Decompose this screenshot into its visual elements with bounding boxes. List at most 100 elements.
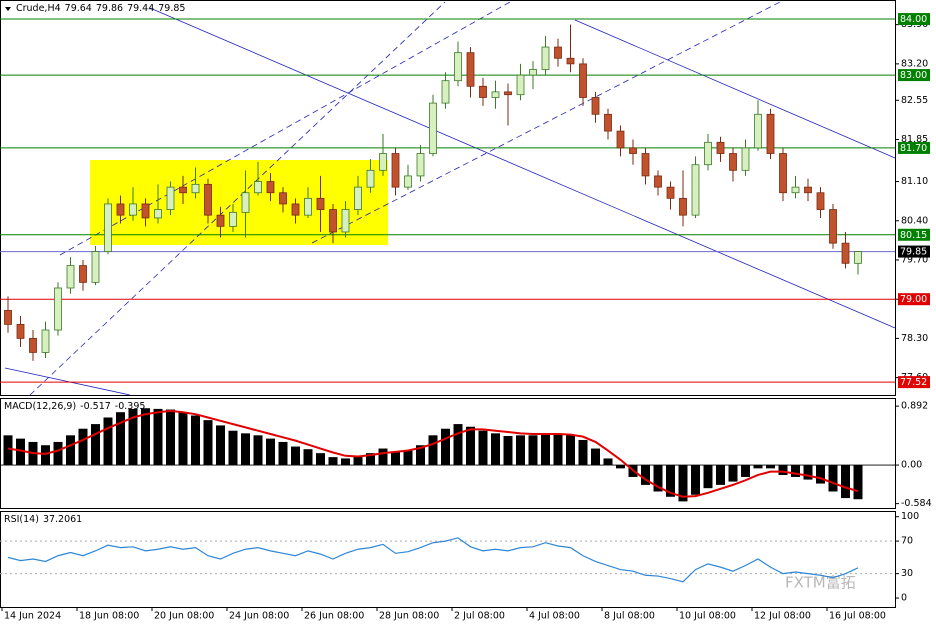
macd-name: MACD(12,26,9) bbox=[4, 401, 77, 412]
candle-body bbox=[266, 181, 275, 194]
level-label-box bbox=[898, 228, 930, 241]
trend-line bbox=[29, 1, 446, 396]
macd-bar bbox=[803, 465, 813, 480]
candle-body bbox=[379, 153, 387, 171]
candle-body bbox=[229, 211, 237, 227]
candle-body bbox=[804, 186, 812, 194]
x-tick-label: 28 Jun 08:00 bbox=[379, 611, 439, 622]
macd-bar bbox=[691, 465, 700, 495]
x-tick-label: 8 Jul 08:00 bbox=[604, 611, 655, 622]
candle-body bbox=[679, 197, 687, 216]
candle-body bbox=[841, 242, 850, 264]
y-tick-label: 80.40 bbox=[901, 215, 928, 226]
candle-body bbox=[416, 153, 425, 177]
level-label: 81.70 bbox=[900, 143, 927, 154]
candle-body bbox=[466, 52, 475, 87]
macd-bar bbox=[103, 417, 113, 466]
macd-bar bbox=[678, 465, 688, 502]
trend-line bbox=[4, 367, 131, 396]
y-tick-label: 0 bbox=[901, 593, 907, 604]
macd-bar bbox=[203, 420, 213, 466]
candle-body bbox=[54, 287, 62, 331]
macd-bar bbox=[503, 435, 513, 466]
candle-body bbox=[291, 203, 300, 216]
candle-body bbox=[716, 141, 725, 154]
candle-body bbox=[754, 113, 762, 149]
candle-body bbox=[366, 169, 375, 188]
candle-body bbox=[29, 338, 37, 353]
candle-body bbox=[829, 209, 837, 244]
candle-body bbox=[154, 209, 162, 219]
x-tick-label: 16 Jul 08:00 bbox=[829, 611, 886, 622]
macd-bar bbox=[491, 433, 500, 466]
macd-title: MACD(12,26,9) -0.517 -0.395 bbox=[4, 401, 149, 412]
macd-bar bbox=[841, 465, 850, 499]
candle-body bbox=[354, 186, 362, 210]
candle-body bbox=[166, 186, 175, 210]
ohlc-low: 79.44 bbox=[127, 3, 155, 14]
candle-body bbox=[179, 186, 187, 194]
candle-body bbox=[104, 203, 112, 252]
candle-body bbox=[654, 175, 662, 188]
x-tick-label: 2 Jul 08:00 bbox=[454, 611, 505, 622]
main-panel-frame bbox=[0, 0, 896, 396]
macd-bar bbox=[291, 446, 300, 466]
main-title: Crude,H4 79.64 79.86 79.44 79.85 bbox=[16, 3, 189, 14]
candle-body bbox=[66, 265, 75, 289]
candle-body bbox=[404, 175, 412, 188]
trend-lines bbox=[4, 1, 896, 396]
macd-bar bbox=[703, 465, 713, 489]
macd-bar bbox=[653, 465, 663, 492]
level-label: 79.85 bbox=[900, 247, 927, 258]
macd-bar bbox=[328, 457, 338, 466]
macd-bar bbox=[166, 409, 175, 466]
macd-bar bbox=[216, 425, 225, 466]
x-tick-label: 10 Jul 08:00 bbox=[679, 611, 736, 622]
candle-body bbox=[504, 91, 512, 96]
macd-bar bbox=[641, 465, 650, 485]
candle-body bbox=[16, 324, 25, 339]
level-label-box bbox=[898, 13, 930, 26]
candle-body bbox=[91, 251, 100, 283]
macd-bar bbox=[453, 424, 463, 466]
candle-body bbox=[491, 91, 500, 98]
candle-body bbox=[341, 209, 350, 233]
y-tick-label: 78.30 bbox=[901, 333, 928, 344]
candle-body bbox=[429, 102, 437, 154]
macd-bar bbox=[191, 415, 200, 466]
macd-bar bbox=[666, 465, 675, 497]
macd-bar bbox=[228, 430, 238, 466]
level-label-box bbox=[898, 376, 930, 389]
macd-bar bbox=[178, 412, 188, 466]
macd-bar bbox=[528, 435, 538, 466]
macd-bar bbox=[416, 445, 425, 466]
macd-bar bbox=[253, 435, 263, 466]
candle-body bbox=[766, 113, 775, 154]
candle-body bbox=[4, 309, 12, 325]
x-tick-label: 26 Jun 08:00 bbox=[304, 611, 364, 622]
rsi-value: 37.2061 bbox=[42, 514, 83, 525]
macd-bar bbox=[66, 435, 75, 466]
macd-bar bbox=[766, 465, 775, 469]
macd-bar bbox=[778, 465, 788, 475]
macd-bar bbox=[616, 465, 625, 469]
y-tick-label: 81.85 bbox=[901, 134, 928, 145]
macd-bar bbox=[753, 465, 763, 469]
x-tick-label: 20 Jun 08:00 bbox=[154, 611, 214, 622]
candle-body bbox=[566, 57, 575, 65]
y-tick-label: -0.584 bbox=[901, 498, 932, 509]
macd-bar bbox=[403, 450, 413, 466]
macd-bar bbox=[3, 435, 13, 466]
macd-bar bbox=[378, 448, 388, 466]
macd-bar bbox=[603, 458, 613, 466]
macd-bar bbox=[116, 412, 125, 466]
y-tick-label: 83.20 bbox=[901, 58, 928, 69]
candle-body bbox=[529, 69, 537, 76]
candle-body bbox=[304, 197, 312, 216]
trend-line bbox=[149, 7, 896, 329]
macd-bar bbox=[466, 426, 475, 466]
candle-body bbox=[629, 147, 637, 154]
macd-bar bbox=[391, 451, 400, 466]
